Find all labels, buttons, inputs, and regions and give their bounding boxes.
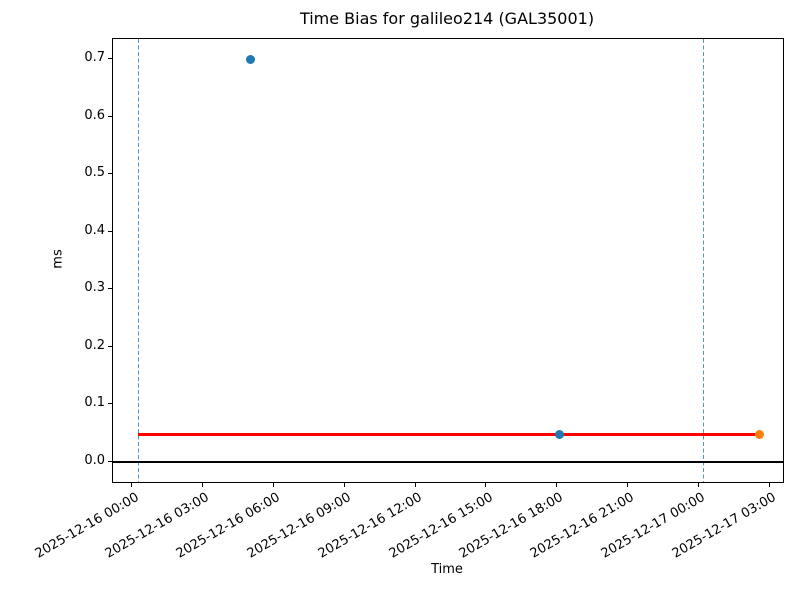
y-tickmark xyxy=(108,345,112,347)
y-tickmark xyxy=(108,288,112,290)
y-tick-label: 0.2 xyxy=(84,337,105,353)
plot-area xyxy=(112,38,784,483)
data-point-bias-measurements xyxy=(555,430,564,440)
x-tickmark xyxy=(272,483,274,487)
x-tickmark xyxy=(697,483,699,487)
y-tickmark xyxy=(108,58,112,60)
day-boundary-line xyxy=(703,39,705,482)
y-tickmark xyxy=(108,173,112,175)
day-boundary-line xyxy=(137,39,139,482)
y-tick-label: 0.0 xyxy=(84,452,105,468)
y-tick-label: 0.1 xyxy=(84,395,105,411)
y-tick-label: 0.6 xyxy=(84,107,105,123)
x-tickmark xyxy=(343,483,345,487)
y-tickmark xyxy=(108,460,112,462)
x-tickmark xyxy=(556,483,558,487)
y-tickmark xyxy=(108,115,112,117)
x-tickmark xyxy=(414,483,416,487)
y-tickmark xyxy=(108,403,112,405)
bias-line xyxy=(138,432,760,436)
data-point-latest-measurement xyxy=(754,430,764,440)
y-tick-label: 0.3 xyxy=(84,280,105,296)
x-tickmark xyxy=(202,483,204,487)
y-tick-label: 0.5 xyxy=(84,165,105,181)
x-tickmark xyxy=(768,483,770,487)
x-axis-label: Time xyxy=(431,562,463,577)
x-tickmark xyxy=(131,483,133,487)
x-tickmark xyxy=(485,483,487,487)
x-tickmark xyxy=(626,483,628,487)
chart-title: Time Bias for galileo214 (GAL35001) xyxy=(299,9,595,28)
y-axis-label: ms xyxy=(50,249,66,269)
y-tickmark xyxy=(108,230,112,232)
y-tick-label: 0.4 xyxy=(84,222,105,238)
y-tick-label: 0.7 xyxy=(84,50,105,66)
zero-line xyxy=(113,461,783,463)
data-point-bias-measurements xyxy=(246,54,256,64)
